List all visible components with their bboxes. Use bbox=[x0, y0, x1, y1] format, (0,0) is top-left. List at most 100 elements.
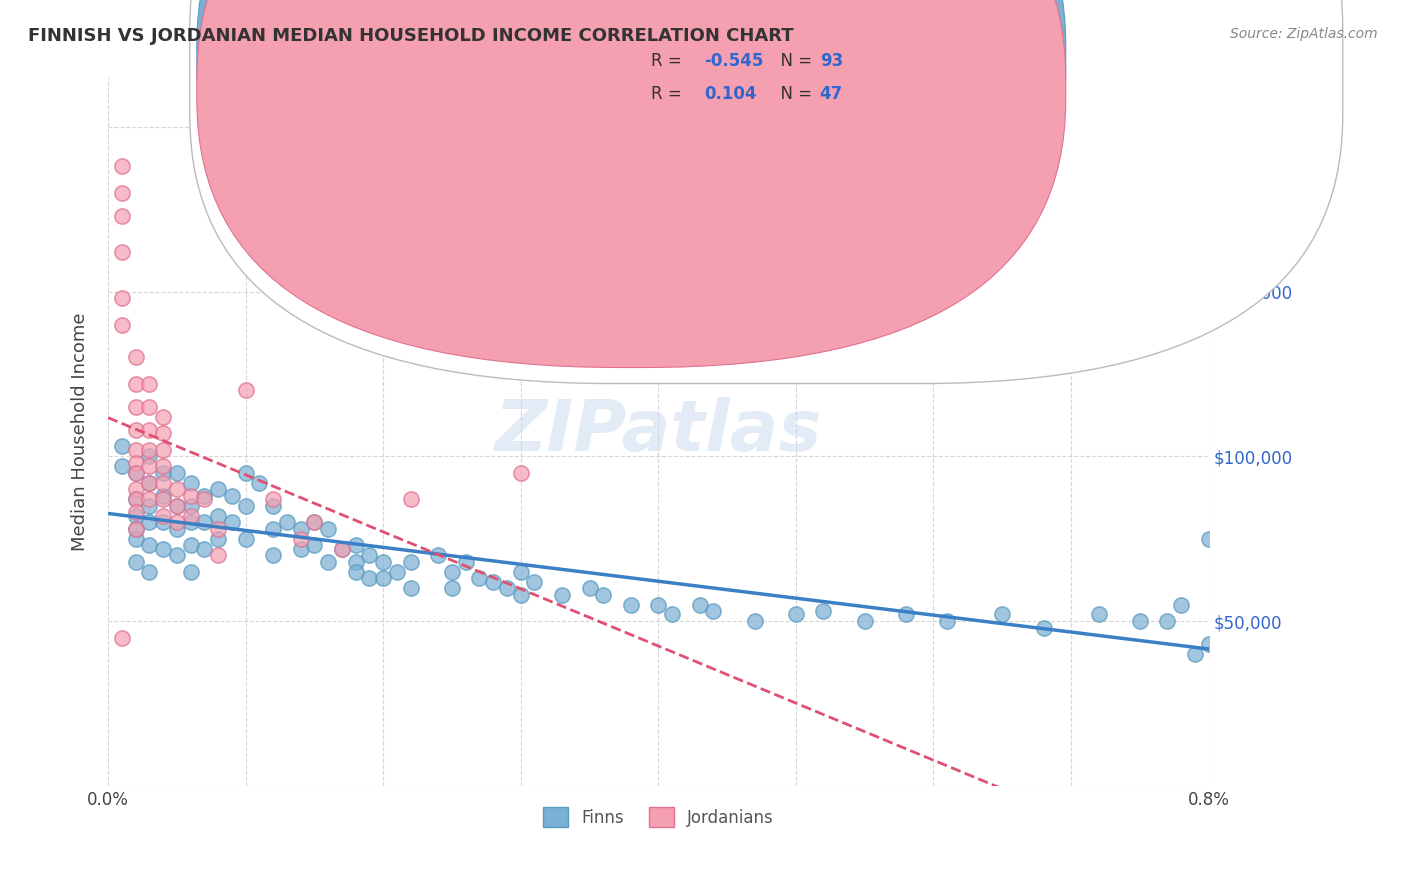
Point bbox=[124, 351, 146, 365]
Point bbox=[152, 492, 174, 507]
Legend: Finns, Jordanians: Finns, Jordanians bbox=[536, 800, 780, 834]
Point bbox=[276, 515, 298, 529]
Point bbox=[330, 541, 353, 556]
Point bbox=[180, 515, 202, 529]
Point bbox=[1156, 614, 1178, 628]
Point bbox=[468, 571, 491, 585]
Point bbox=[152, 515, 174, 529]
Point bbox=[1184, 647, 1206, 661]
Point bbox=[262, 499, 284, 513]
Point bbox=[262, 522, 284, 536]
Point bbox=[991, 607, 1014, 622]
Point bbox=[111, 209, 134, 223]
Point bbox=[166, 499, 188, 513]
Text: 47: 47 bbox=[820, 85, 844, 103]
Text: 93: 93 bbox=[820, 52, 844, 70]
Point bbox=[166, 466, 188, 480]
Point bbox=[482, 574, 505, 589]
Point bbox=[152, 475, 174, 490]
Point bbox=[111, 459, 134, 474]
Point bbox=[262, 548, 284, 562]
Point bbox=[138, 499, 160, 513]
Point bbox=[1198, 532, 1220, 546]
Point bbox=[166, 548, 188, 562]
Point bbox=[894, 607, 917, 622]
Point bbox=[290, 522, 312, 536]
Point bbox=[373, 555, 395, 569]
Point bbox=[111, 318, 134, 332]
Text: N =: N = bbox=[770, 85, 818, 103]
Point bbox=[180, 475, 202, 490]
Point bbox=[509, 565, 531, 579]
Point bbox=[316, 555, 339, 569]
Point bbox=[509, 466, 531, 480]
Point bbox=[166, 515, 188, 529]
Y-axis label: Median Household Income: Median Household Income bbox=[72, 312, 89, 551]
Point bbox=[330, 541, 353, 556]
Point bbox=[373, 571, 395, 585]
Point bbox=[138, 475, 160, 490]
Point bbox=[111, 245, 134, 260]
Point bbox=[207, 548, 229, 562]
Point bbox=[166, 499, 188, 513]
Point bbox=[138, 515, 160, 529]
Point bbox=[235, 384, 257, 398]
Point bbox=[138, 423, 160, 437]
Point bbox=[138, 475, 160, 490]
Point bbox=[124, 442, 146, 457]
Point bbox=[111, 631, 134, 645]
Point bbox=[138, 442, 160, 457]
Point bbox=[1198, 637, 1220, 651]
Point bbox=[152, 409, 174, 424]
Point bbox=[523, 574, 546, 589]
Text: Source: ZipAtlas.com: Source: ZipAtlas.com bbox=[1230, 27, 1378, 41]
Point bbox=[193, 541, 215, 556]
Point bbox=[647, 598, 669, 612]
Point bbox=[124, 522, 146, 536]
Text: 0.104: 0.104 bbox=[704, 85, 756, 103]
Point bbox=[111, 439, 134, 453]
Point bbox=[124, 555, 146, 569]
Point bbox=[152, 459, 174, 474]
Point bbox=[813, 604, 835, 618]
Point bbox=[124, 483, 146, 497]
Point bbox=[247, 475, 270, 490]
Point bbox=[1032, 621, 1054, 635]
Point bbox=[316, 522, 339, 536]
Point bbox=[592, 588, 614, 602]
Point bbox=[1170, 598, 1192, 612]
Point bbox=[221, 515, 243, 529]
Point bbox=[290, 541, 312, 556]
Point bbox=[152, 541, 174, 556]
Point bbox=[166, 522, 188, 536]
Text: FINNISH VS JORDANIAN MEDIAN HOUSEHOLD INCOME CORRELATION CHART: FINNISH VS JORDANIAN MEDIAN HOUSEHOLD IN… bbox=[28, 27, 794, 45]
Point bbox=[138, 450, 160, 464]
Point bbox=[124, 400, 146, 414]
Text: R =: R = bbox=[651, 52, 688, 70]
Point bbox=[385, 565, 408, 579]
Point bbox=[111, 186, 134, 200]
Point bbox=[124, 466, 146, 480]
Point bbox=[661, 607, 683, 622]
Point bbox=[180, 489, 202, 503]
Point bbox=[344, 555, 367, 569]
Point bbox=[620, 598, 643, 612]
Point bbox=[180, 499, 202, 513]
Point bbox=[152, 426, 174, 441]
Point bbox=[111, 160, 134, 174]
Point bbox=[344, 565, 367, 579]
Point bbox=[193, 515, 215, 529]
Point bbox=[138, 565, 160, 579]
Point bbox=[138, 538, 160, 552]
Point bbox=[124, 508, 146, 523]
Point bbox=[936, 614, 959, 628]
Point bbox=[235, 532, 257, 546]
Point bbox=[124, 423, 146, 437]
Point bbox=[124, 376, 146, 391]
Text: ZIPatlas: ZIPatlas bbox=[495, 397, 823, 467]
Point bbox=[399, 581, 422, 595]
Point bbox=[235, 499, 257, 513]
Point bbox=[454, 555, 477, 569]
Point bbox=[689, 598, 711, 612]
Point bbox=[180, 565, 202, 579]
